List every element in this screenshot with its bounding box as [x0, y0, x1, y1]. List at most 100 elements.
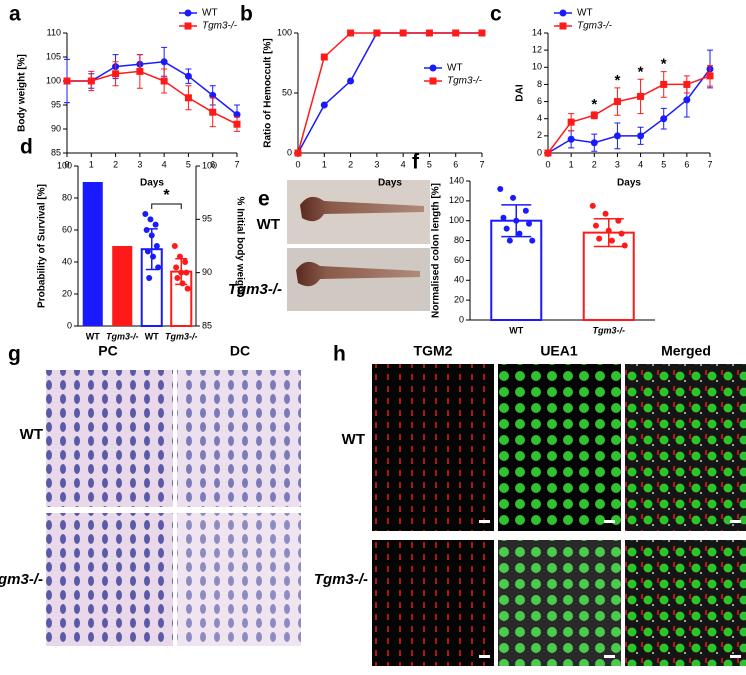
x-tick-label: 0 [64, 159, 69, 169]
x-tick-label: 5 [186, 159, 191, 169]
x-tick-label: 1 [569, 159, 574, 169]
marker [184, 94, 192, 102]
data-point [146, 275, 153, 281]
data-point [144, 248, 151, 255]
column-label: PC [98, 343, 117, 359]
histology-image [46, 513, 173, 646]
marker [637, 92, 645, 100]
fluorescence-image [625, 540, 746, 666]
data-point [142, 211, 149, 217]
x-tick-label: 7 [479, 159, 484, 169]
data-point [176, 253, 183, 260]
data-point [529, 237, 536, 244]
data-point [516, 230, 523, 237]
y-tick-label: 60 [62, 224, 72, 234]
marker [683, 80, 691, 88]
row-label: Tgm3-/- [314, 571, 368, 588]
marker [660, 80, 668, 88]
data-point [513, 217, 520, 224]
y-axis-label: DAI [515, 84, 526, 101]
data-point [155, 264, 162, 271]
y-axis-label: Normalised colon length [%] [431, 183, 442, 318]
y-tick-label: 4 [537, 113, 542, 123]
marker [637, 132, 645, 140]
x-tick-label: Tgm3-/- [165, 331, 198, 341]
y-tick-label: 140 [449, 175, 464, 185]
histology-image [46, 370, 173, 507]
y-axis-label: Probability of Survival [%] [37, 184, 48, 308]
marker [209, 91, 217, 99]
panel-label: f [412, 151, 420, 174]
data-point [497, 185, 504, 192]
x-tick-label: 7 [234, 159, 239, 169]
y-tick-label: 40 [62, 256, 72, 266]
y-tick-label: 110 [47, 27, 61, 37]
colon-image [296, 261, 420, 287]
x-tick-label: 4 [162, 159, 167, 169]
panel-label: h [333, 343, 346, 366]
marker [613, 98, 621, 106]
y-tick-label: 60 [454, 255, 464, 265]
marker [136, 67, 144, 75]
x-tick-label: 3 [374, 159, 379, 169]
marker [399, 29, 407, 37]
data-point [150, 253, 157, 260]
x-tick-label: 2 [348, 159, 353, 169]
histology-image [177, 513, 301, 646]
y-tick-label: 20 [454, 295, 464, 305]
data-point [592, 222, 599, 229]
x-tick-label: 7 [707, 159, 712, 169]
x-tick-label: 0 [545, 159, 550, 169]
data-point [605, 227, 612, 234]
x-tick-label: 1 [322, 159, 327, 169]
annotation: * [661, 56, 667, 73]
x-tick-label: 0 [295, 159, 300, 169]
series-line [547, 68, 711, 154]
marker [590, 139, 598, 147]
data-point [147, 216, 154, 223]
panel-label: b [240, 3, 253, 26]
panel-label: c [490, 3, 502, 26]
row-label: Tgm3-/- [228, 281, 282, 298]
y-tick-label: 95 [51, 99, 61, 109]
marker [567, 118, 575, 126]
y-tick-label: 100 [449, 215, 464, 225]
marker [478, 29, 486, 37]
data-point [173, 264, 180, 271]
series-line [67, 61, 238, 116]
y-tick-label: 8 [537, 79, 542, 89]
x-tick-label: 4 [638, 159, 643, 169]
marker [567, 135, 575, 143]
data-point [526, 220, 533, 227]
annotation: * [591, 96, 597, 113]
y-tick-label: 0 [67, 320, 72, 330]
marker [559, 22, 567, 30]
data-point [589, 202, 596, 209]
marker [87, 77, 95, 85]
marker [452, 29, 460, 37]
y-tick-label: 12 [532, 45, 542, 55]
x-axis-label: Days [140, 178, 164, 189]
x-tick-label: 6 [453, 159, 458, 169]
legend-label: Tgm3-/- [447, 76, 483, 87]
fluorescence-image [625, 364, 746, 531]
x-tick-label: 3 [137, 159, 142, 169]
row-label: WT [20, 426, 43, 443]
series-line [547, 75, 711, 154]
y-tick-label: 85 [51, 147, 61, 157]
column-label: DC [230, 343, 250, 359]
marker [160, 77, 168, 85]
marker [373, 29, 381, 37]
series-line [297, 32, 482, 154]
fluorescence-image [372, 540, 494, 666]
y-tick-label: 10 [532, 62, 542, 72]
y-axis-label: Ratio of Hemoccult [%] [263, 38, 274, 147]
y-tick-label: 80 [62, 192, 72, 202]
y2-tick-label: 85 [202, 320, 212, 330]
y-tick-label: 100 [46, 75, 61, 85]
y-tick-label: 100 [277, 27, 292, 37]
marker [613, 132, 621, 140]
y2-tick-label: 90 [202, 267, 212, 277]
legend-label: Tgm3-/- [577, 21, 613, 32]
